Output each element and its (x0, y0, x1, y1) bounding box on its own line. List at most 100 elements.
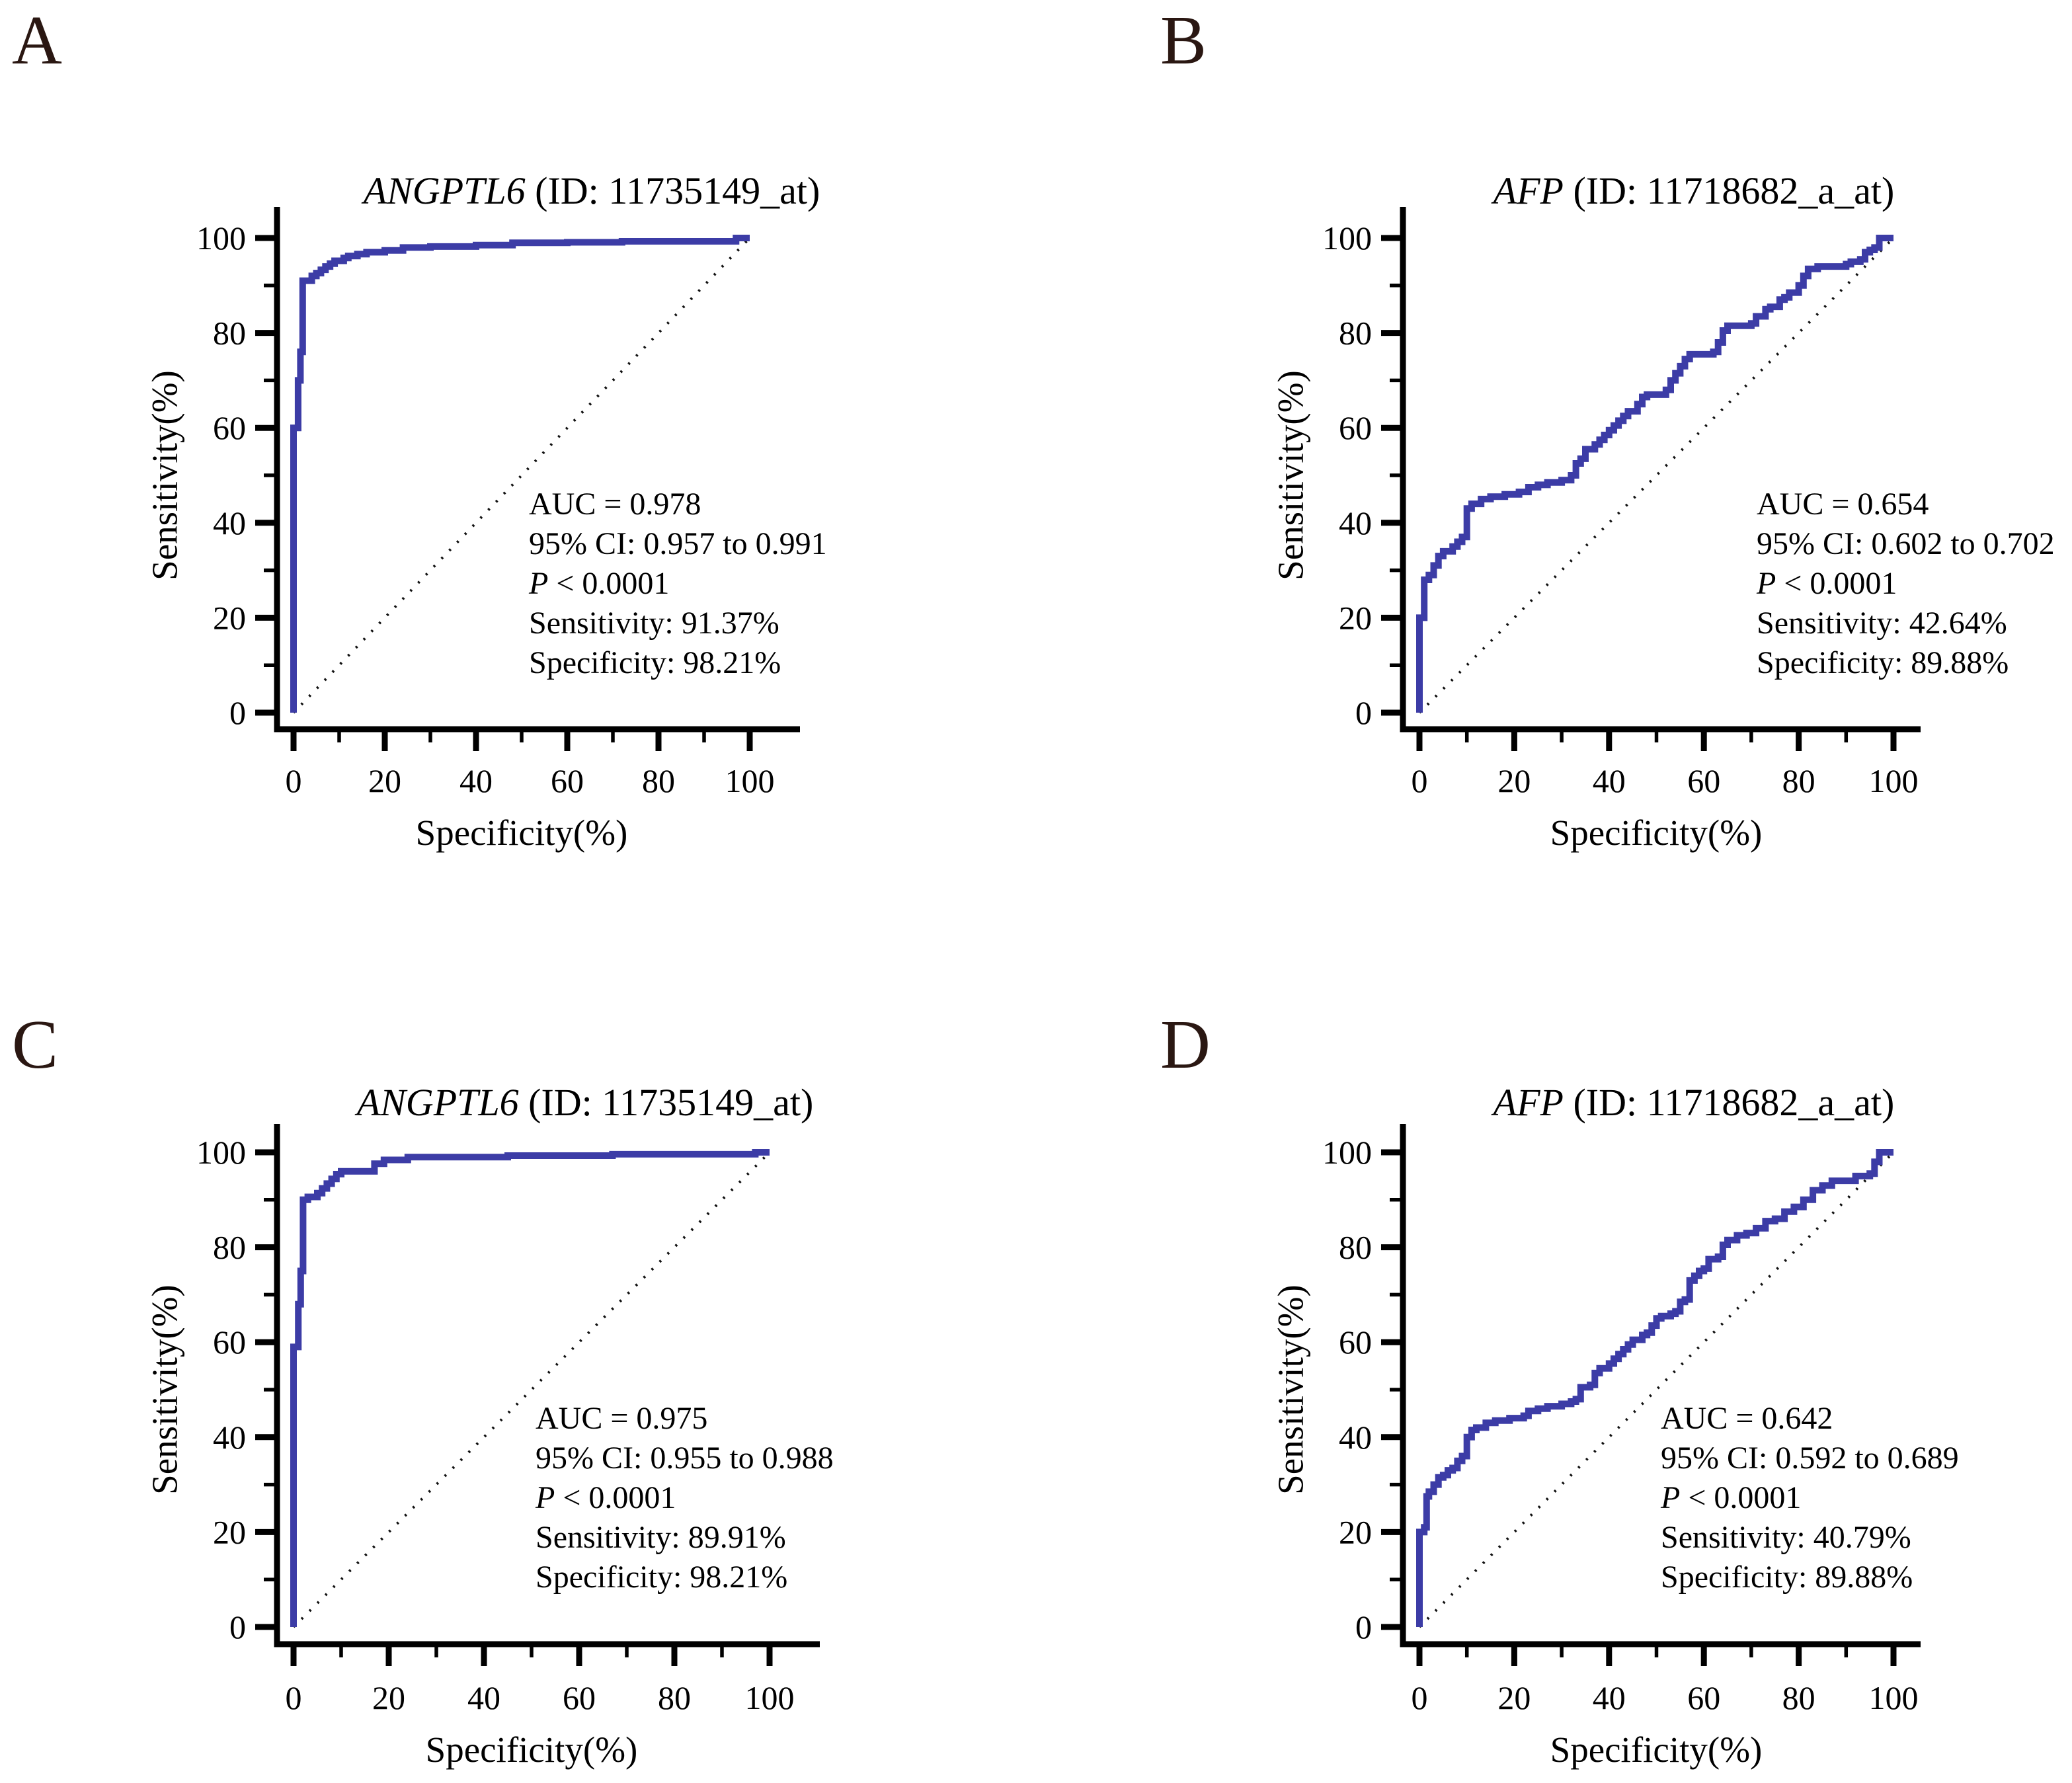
svg-text:60: 60 (1339, 1324, 1372, 1361)
svg-text:100: 100 (196, 219, 246, 257)
svg-text:60: 60 (1687, 762, 1720, 799)
svg-text:40: 40 (1339, 1419, 1372, 1456)
svg-text:80: 80 (642, 762, 675, 799)
x-axis-label: Specificity(%) (1550, 812, 1763, 853)
svg-text:40: 40 (459, 762, 493, 799)
specificity-value: Specificity: 89.88% (1757, 645, 2009, 680)
specificity-value: Specificity: 98.21% (529, 645, 781, 680)
svg-text:20: 20 (1497, 1679, 1531, 1716)
svg-text:80: 80 (213, 1229, 246, 1266)
gene-name: AFP (1493, 169, 1564, 212)
panel-a: A ANGPTL6 (ID: 11735149_at) 0 20 40 60 80 100… (0, 0, 1036, 891)
p-symbol: P (1757, 566, 1776, 601)
svg-text:60: 60 (563, 1679, 596, 1716)
probe-id: (ID: 11718682_a_at) (1563, 1081, 1895, 1124)
svg-text:20: 20 (213, 599, 246, 636)
p-rest: < 0.0001 (555, 1480, 676, 1515)
gene-name: ANGPTL6 (363, 169, 526, 212)
ci-value: 95% CI: 0.602 to 0.702 (1757, 526, 2055, 561)
svg-text:80: 80 (213, 315, 246, 352)
p-value: P < 0.0001 (536, 1478, 834, 1518)
svg-text:20: 20 (213, 1513, 246, 1550)
svg-text:60: 60 (213, 1324, 246, 1361)
p-symbol: P (529, 566, 549, 601)
svg-text:40: 40 (213, 504, 246, 541)
svg-text:0: 0 (1412, 762, 1428, 799)
p-value: P < 0.0001 (1661, 1478, 1959, 1518)
svg-text:20: 20 (372, 1679, 405, 1716)
ci-value: 95% CI: 0.955 to 0.988 (536, 1441, 834, 1476)
svg-text:20: 20 (1339, 1513, 1372, 1550)
svg-text:80: 80 (1782, 762, 1815, 799)
ci-value: 95% CI: 0.957 to 0.991 (529, 526, 827, 561)
svg-text:0: 0 (286, 762, 302, 799)
auc-value: AUC = 0.642 (1661, 1401, 1833, 1436)
plot-title-d: AFP (ID: 11718682_a_at) (1494, 1084, 1895, 1122)
panel-letter-c: C (12, 1006, 59, 1083)
x-axis-label: Specificity(%) (415, 812, 628, 853)
svg-text:60: 60 (213, 409, 246, 446)
auc-value: AUC = 0.975 (536, 1401, 708, 1436)
svg-text:40: 40 (1339, 504, 1372, 541)
p-symbol: P (1661, 1480, 1681, 1515)
svg-text:0: 0 (1412, 1679, 1428, 1716)
svg-text:100: 100 (1869, 1679, 1919, 1716)
roc-plot-b: 0 20 40 60 80 100 0 20 40 60 80 100 (1322, 207, 1921, 799)
y-axis-label: Sensitivity(%) (1270, 1285, 1311, 1495)
p-value: P < 0.0001 (529, 564, 827, 604)
svg-text:40: 40 (1593, 762, 1626, 799)
panel-d: D AFP (ID: 11718682_a_at) 0 20 40 60 80 100 0 2… (1036, 892, 2072, 1783)
stats-annotation-a: AUC = 0.978 95% CI: 0.957 to 0.991 P < 0… (529, 485, 827, 683)
p-rest: < 0.0001 (1680, 1480, 1802, 1515)
panel-letter-d: D (1160, 1006, 1211, 1083)
y-axis-label: Sensitivity(%) (1270, 370, 1311, 580)
probe-id: (ID: 11718682_a_at) (1563, 169, 1895, 212)
sensitivity-value: Sensitivity: 91.37% (529, 606, 779, 641)
svg-text:0: 0 (229, 694, 246, 731)
svg-text:100: 100 (725, 762, 775, 799)
svg-text:80: 80 (1339, 315, 1372, 352)
specificity-value: Specificity: 89.88% (1661, 1560, 1913, 1595)
svg-text:20: 20 (368, 762, 401, 799)
plot-title-c: ANGPTL6 (ID: 11735149_at) (357, 1084, 814, 1122)
panel-letter-b: B (1160, 1, 1207, 79)
stats-annotation-b: AUC = 0.654 95% CI: 0.602 to 0.702 P < 0… (1757, 485, 2055, 683)
p-symbol: P (536, 1480, 555, 1515)
svg-text:100: 100 (1322, 219, 1372, 257)
x-axis-label: Specificity(%) (1550, 1729, 1763, 1770)
stats-annotation-d: AUC = 0.642 95% CI: 0.592 to 0.689 P < 0… (1661, 1399, 1959, 1597)
specificity-value: Specificity: 98.21% (536, 1560, 788, 1595)
plot-title-b: AFP (ID: 11718682_a_at) (1494, 172, 1895, 210)
sensitivity-value: Sensitivity: 42.64% (1757, 606, 2007, 641)
svg-text:60: 60 (1687, 1679, 1720, 1716)
svg-text:60: 60 (551, 762, 584, 799)
panel-b: B AFP (ID: 11718682_a_at) 0 20 40 60 80 100 0 2… (1036, 0, 2072, 891)
p-value: P < 0.0001 (1757, 564, 2055, 604)
svg-text:0: 0 (229, 1608, 246, 1645)
svg-text:40: 40 (467, 1679, 500, 1716)
roc-plot-a: 0 20 40 60 80 100 0 20 40 60 80 100 (196, 207, 800, 799)
svg-text:100: 100 (745, 1679, 795, 1716)
svg-text:20: 20 (1339, 599, 1372, 636)
auc-value: AUC = 0.654 (1757, 487, 1929, 522)
svg-text:0: 0 (286, 1679, 302, 1716)
panel-c: C ANGPTL6 (ID: 11735149_at) 0 20 40 60 80 100… (0, 892, 1036, 1783)
stats-annotation-c: AUC = 0.975 95% CI: 0.955 to 0.988 P < 0… (536, 1399, 834, 1597)
roc-plot-d: 0 20 40 60 80 100 0 20 40 60 80 100 (1322, 1124, 1921, 1716)
svg-text:100: 100 (196, 1134, 246, 1171)
p-rest: < 0.0001 (1776, 566, 1897, 601)
y-axis-label: Sensitivity(%) (144, 1285, 185, 1495)
svg-text:60: 60 (1339, 409, 1372, 446)
y-axis-label: Sensitivity(%) (144, 370, 185, 580)
svg-text:80: 80 (658, 1679, 691, 1716)
svg-text:100: 100 (1322, 1134, 1372, 1171)
panel-letter-a: A (12, 1, 62, 79)
auc-value: AUC = 0.978 (529, 487, 701, 522)
plot-title-a: ANGPTL6 (ID: 11735149_at) (364, 172, 820, 210)
sensitivity-value: Sensitivity: 89.91% (536, 1520, 786, 1555)
sensitivity-value: Sensitivity: 40.79% (1661, 1520, 1911, 1555)
svg-text:0: 0 (1355, 1608, 1372, 1645)
x-axis-label: Specificity(%) (425, 1729, 638, 1770)
svg-text:40: 40 (213, 1419, 246, 1456)
probe-id: (ID: 11735149_at) (525, 169, 820, 212)
